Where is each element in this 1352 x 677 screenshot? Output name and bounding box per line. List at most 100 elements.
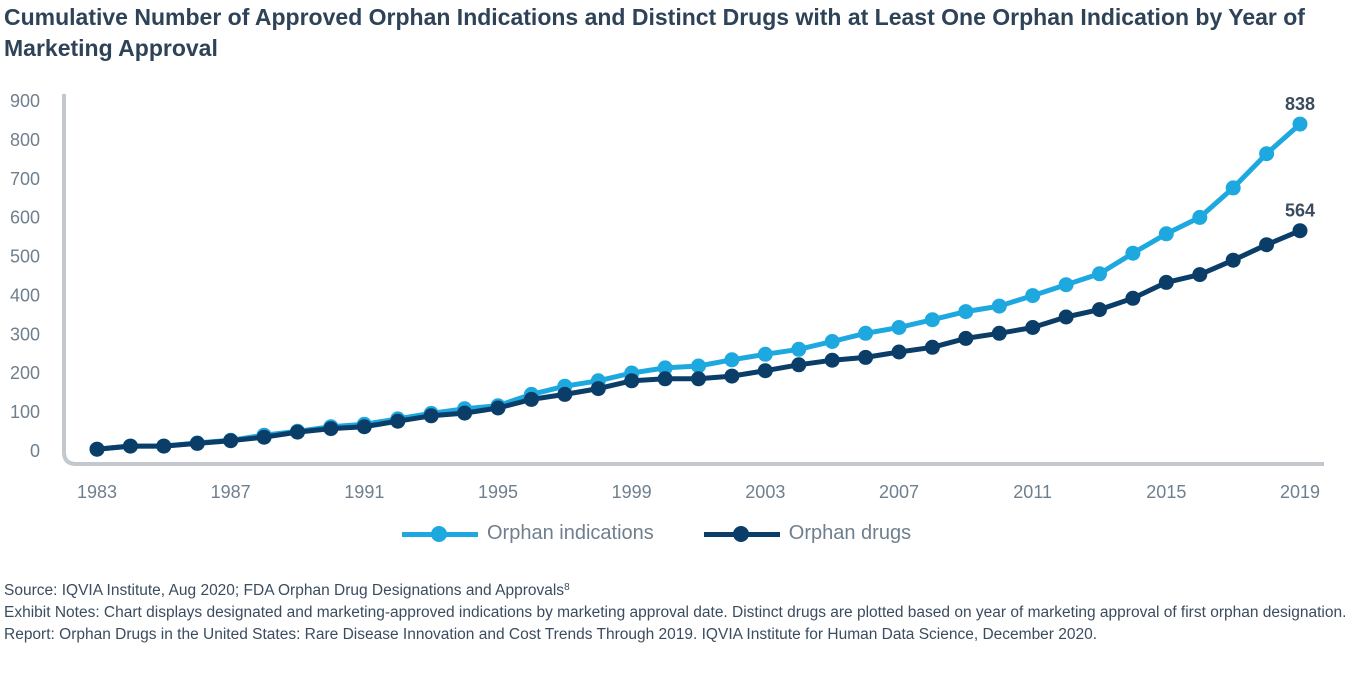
axis-line [62, 94, 1324, 466]
data-point [958, 330, 974, 346]
data-point [1158, 274, 1174, 290]
data-point [122, 438, 138, 454]
data-point [1125, 245, 1141, 261]
data-point [724, 368, 740, 384]
data-point [824, 334, 840, 349]
legend-label: Orphan indications [487, 522, 654, 544]
y-tick-label: 300 [10, 324, 40, 344]
end-labels: 838 564 [1285, 94, 1315, 221]
legend-marker [431, 525, 447, 542]
x-axis-ticks: 1983 1987 1991 1995 1999 2003 2007 2011 2015 2019 [77, 482, 1320, 502]
x-tick-label: 1983 [77, 482, 117, 502]
y-axis-ticks: 0 100 200 300 400 500 600 700 800 900 [10, 91, 40, 461]
data-point [1058, 309, 1074, 325]
data-point [1025, 320, 1041, 335]
data-point [1225, 180, 1241, 196]
y-tick-label: 700 [10, 169, 40, 189]
data-point [1158, 226, 1174, 242]
source-reference: 8 [564, 582, 570, 593]
report-note: Report: Orphan Drugs in the United State… [4, 626, 1098, 643]
data-point [691, 358, 706, 374]
data-point [924, 312, 940, 328]
data-point [423, 408, 439, 424]
data-point [1225, 252, 1241, 268]
data-point [891, 344, 907, 360]
data-point [757, 363, 773, 379]
data-point [223, 433, 239, 449]
x-tick-label: 2015 [1146, 482, 1186, 502]
data-point [691, 371, 706, 387]
data-point [858, 325, 874, 341]
data-point [590, 381, 606, 397]
legend-item-orphan-indications: Orphan indications [402, 522, 654, 545]
data-label: 838 [1285, 94, 1315, 114]
data-point [791, 341, 807, 357]
x-tick-label: 1991 [344, 482, 384, 502]
data-point [824, 352, 840, 368]
data-point [323, 421, 339, 437]
data-point [757, 346, 773, 362]
exhibit-notes: Exhibit Notes: Chart displays designated… [4, 604, 1347, 621]
data-point [523, 391, 539, 407]
data-point [624, 373, 640, 389]
x-tick-label: 2011 [1013, 482, 1052, 502]
data-point [791, 357, 807, 373]
data-point [1292, 223, 1308, 239]
data-point [1292, 116, 1308, 132]
data-point [1092, 266, 1107, 282]
data-point [557, 386, 573, 402]
data-point [991, 325, 1007, 341]
data-point [991, 298, 1007, 314]
data-point [924, 339, 940, 355]
y-tick-label: 400 [10, 285, 40, 305]
x-tick-label: 2007 [879, 482, 919, 502]
data-point [89, 441, 105, 457]
data-point [1058, 277, 1074, 293]
data-point [657, 360, 673, 376]
x-tick-label: 1995 [478, 482, 518, 502]
data-point [1192, 267, 1208, 283]
data-point [858, 349, 874, 365]
data-point [1092, 302, 1107, 318]
y-tick-label: 100 [10, 402, 40, 422]
axes [62, 94, 1324, 466]
data-point [1259, 146, 1275, 162]
data-point [256, 429, 272, 445]
y-tick-label: 200 [10, 363, 40, 383]
series-orphan-indications [89, 116, 1308, 457]
chart-title: Cumulative Number of Approved Orphan Ind… [4, 4, 1305, 61]
legend-label: Orphan drugs [788, 522, 912, 544]
data-point [724, 352, 740, 368]
data-point [156, 438, 172, 454]
x-tick-label: 1987 [211, 482, 251, 502]
x-tick-label: 2019 [1280, 482, 1320, 502]
y-tick-label: 0 [30, 441, 40, 461]
data-point [1259, 237, 1275, 253]
source-note: Source: IQVIA Institute, Aug 2020; FDA O… [4, 582, 570, 599]
legend-marker [732, 525, 749, 542]
footnotes: Source: IQVIA Institute, Aug 2020; FDA O… [4, 578, 1348, 647]
data-label: 564 [1285, 201, 1315, 221]
data-point [1192, 209, 1208, 225]
data-point [657, 371, 673, 387]
series-orphan-drugs [89, 223, 1308, 457]
data-point [1125, 290, 1141, 306]
data-point [189, 435, 205, 451]
data-point [1025, 288, 1041, 304]
y-tick-label: 800 [10, 130, 40, 150]
data-point [891, 320, 907, 335]
legend-swatch-orphan-drugs [703, 525, 780, 543]
y-tick-label: 900 [10, 91, 40, 111]
data-point [390, 413, 406, 429]
data-point [490, 400, 506, 416]
series-layer [89, 116, 1308, 457]
y-tick-label: 500 [10, 247, 40, 267]
data-point [356, 419, 372, 435]
legend-swatch-orphan-indications [402, 525, 478, 543]
series-line [96, 122, 1302, 452]
line-chart: 0 100 200 300 400 500 600 700 800 900 1983 1987 199… [10, 91, 1324, 502]
x-tick-label: 1999 [612, 482, 652, 502]
data-point [290, 424, 305, 440]
x-tick-label: 2003 [745, 482, 785, 502]
y-tick-label: 600 [10, 208, 40, 228]
